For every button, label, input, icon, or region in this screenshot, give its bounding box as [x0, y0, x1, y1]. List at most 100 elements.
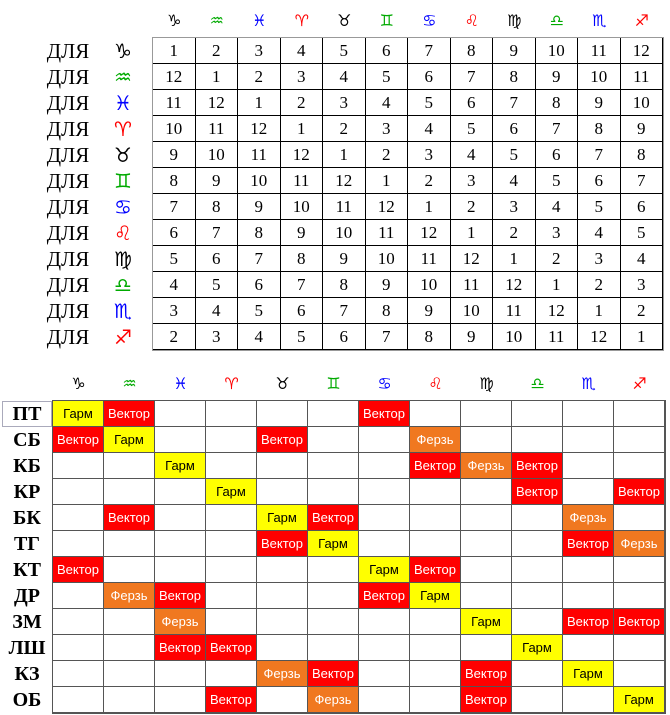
cell: [461, 505, 512, 531]
row-label: ДР: [14, 584, 40, 607]
cell: [563, 635, 614, 661]
cell: Вектор: [257, 427, 308, 453]
cell: [359, 609, 410, 635]
cell: [461, 401, 512, 427]
cell: 4: [323, 64, 366, 90]
cell: 7: [578, 142, 621, 168]
cell: 9: [365, 272, 408, 298]
cell: 1: [280, 116, 323, 142]
header-symbol: ♏: [592, 10, 607, 30]
row-symbol: ♒: [114, 65, 132, 89]
cell: [614, 635, 665, 661]
cell: Гарм: [410, 583, 461, 609]
cell: 4: [620, 246, 663, 272]
cell: Вектор: [53, 427, 104, 453]
row-label: ДЛЯ: [46, 272, 90, 297]
cell: [614, 401, 665, 427]
header-symbol: ♉: [337, 10, 352, 30]
row-symbol: ♉: [114, 143, 132, 167]
cell: [257, 453, 308, 479]
cell: 6: [238, 272, 281, 298]
row-label: ТГ: [13, 532, 41, 555]
cell: 12: [280, 142, 323, 168]
cell: Вектор: [461, 687, 512, 713]
cell: 2: [280, 90, 323, 116]
cell: [614, 453, 665, 479]
row-symbol: ♈: [114, 117, 132, 141]
cell: [359, 427, 410, 453]
cell: 3: [408, 142, 451, 168]
cell: [461, 635, 512, 661]
cell: Гарм: [359, 557, 410, 583]
cell: 12: [493, 272, 536, 298]
cell: [461, 531, 512, 557]
cell: 6: [323, 324, 366, 350]
cell: 3: [195, 324, 238, 350]
cell: 8: [450, 38, 493, 64]
cell: [359, 687, 410, 713]
cell: 3: [493, 194, 536, 220]
cell: 8: [535, 90, 578, 116]
cell: 5: [365, 64, 408, 90]
cell: Гарм: [257, 505, 308, 531]
header-symbol: ♑: [71, 373, 86, 393]
row-label: ДЛЯ: [46, 90, 90, 115]
cell: 4: [408, 116, 451, 142]
cell: [308, 583, 359, 609]
cell: 1: [365, 168, 408, 194]
cell: Вектор: [257, 531, 308, 557]
cell: [410, 479, 461, 505]
cell: 2: [450, 194, 493, 220]
cell: Ферзь: [104, 583, 155, 609]
cell: 12: [195, 90, 238, 116]
row-symbol: ♐: [114, 325, 132, 349]
cell: 1: [450, 220, 493, 246]
cell: 4: [535, 194, 578, 220]
cell: Ферзь: [614, 531, 665, 557]
cell: Вектор: [512, 479, 563, 505]
cell: 2: [493, 220, 536, 246]
cell: [410, 531, 461, 557]
cell: 3: [365, 116, 408, 142]
cell: [563, 453, 614, 479]
cell: [104, 453, 155, 479]
cell: [410, 401, 461, 427]
cell: 7: [450, 64, 493, 90]
header-symbol: ♓: [173, 373, 188, 393]
cell: 5: [280, 324, 323, 350]
cell: Вектор: [410, 453, 461, 479]
cell: Вектор: [512, 453, 563, 479]
cell: [53, 635, 104, 661]
cell: 2: [365, 142, 408, 168]
cell: [308, 427, 359, 453]
cell: [206, 609, 257, 635]
cell: [257, 635, 308, 661]
cell: 7: [493, 90, 536, 116]
cell: 7: [280, 272, 323, 298]
cell: 2: [153, 324, 196, 350]
cell: 5: [493, 142, 536, 168]
cell: [614, 505, 665, 531]
cell: 3: [280, 64, 323, 90]
cell: [410, 687, 461, 713]
cell: 9: [195, 168, 238, 194]
cell: [614, 557, 665, 583]
cell: [308, 479, 359, 505]
cell: 5: [535, 168, 578, 194]
cell: Вектор: [155, 583, 206, 609]
cell: Ферзь: [410, 427, 461, 453]
cell: [563, 557, 614, 583]
cell: 8: [620, 142, 663, 168]
cell: [512, 687, 563, 713]
cell: 10: [408, 272, 451, 298]
cell: 7: [195, 220, 238, 246]
cell: 11: [323, 194, 366, 220]
top-table-frame: [152, 37, 664, 351]
header-symbol: ♎: [530, 373, 545, 393]
cell: 11: [365, 220, 408, 246]
cell: 2: [238, 64, 281, 90]
cell: 2: [578, 272, 621, 298]
cell: [206, 557, 257, 583]
cell: 7: [620, 168, 663, 194]
cell: 12: [365, 194, 408, 220]
